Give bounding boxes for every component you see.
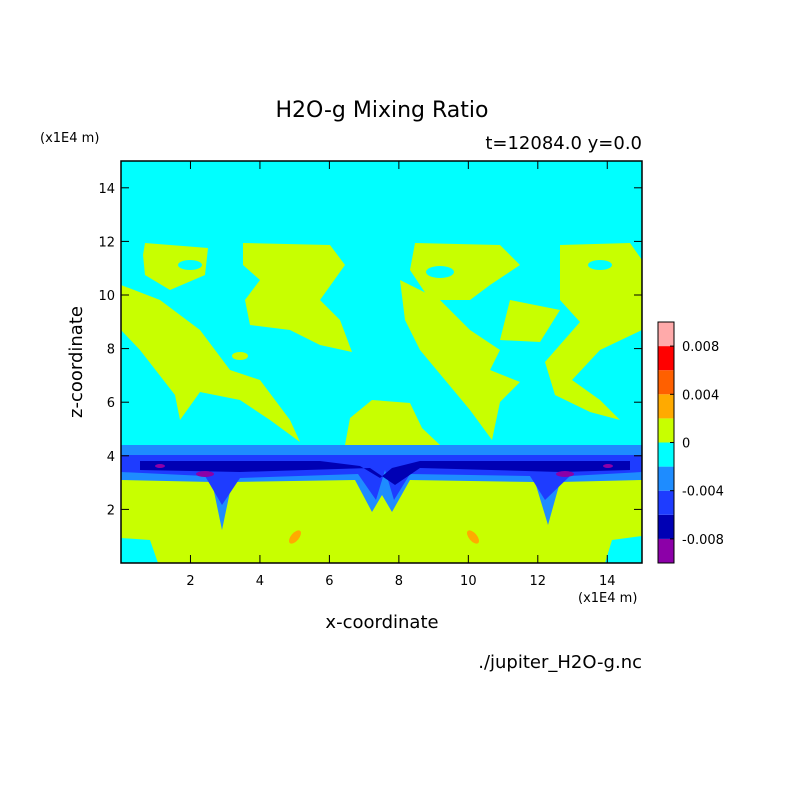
contour-region — [243, 243, 352, 352]
colorbar-tick-label: 0 — [682, 437, 690, 452]
x-axis-label: x-coordinate — [325, 612, 438, 633]
colorbar-swatch — [658, 466, 674, 491]
colorbar-swatch — [658, 442, 674, 467]
contour-region — [155, 464, 165, 468]
contour-region — [143, 243, 208, 290]
x-tick-label: 4 — [256, 574, 264, 589]
y-tick-label: 4 — [107, 450, 115, 465]
x-tick-label: 2 — [186, 574, 194, 589]
x-unit: (x1E4 m) — [578, 591, 637, 606]
colorbar-tick-label: -0.008 — [682, 533, 724, 548]
contour-region — [400, 280, 520, 440]
contour-region — [121, 538, 158, 563]
contour-region — [500, 300, 560, 342]
source-label: ./jupiter_H2O-g.nc — [478, 652, 642, 673]
contour-region — [345, 400, 440, 445]
contour-region — [467, 530, 479, 544]
colorbar-tick-label: 0.004 — [682, 388, 719, 403]
contour-region — [289, 530, 301, 544]
chart-title: H2O-g Mixing Ratio — [276, 98, 489, 123]
y-axis-label: z-coordinate — [66, 306, 87, 418]
contour-region — [588, 260, 612, 270]
colorbar-swatch — [658, 322, 674, 347]
y-unit: (x1E4 m) — [40, 131, 99, 146]
y-tick-label: 6 — [107, 396, 115, 411]
contour-region — [426, 266, 454, 278]
y-tick-label: 10 — [98, 289, 115, 304]
colorbar-swatch — [658, 346, 674, 371]
x-tick-label: 12 — [530, 574, 547, 589]
y-tick-label: 14 — [98, 182, 115, 197]
contour-region — [121, 285, 300, 442]
x-tick-label: 8 — [395, 574, 403, 589]
contour-region — [196, 471, 214, 477]
contour-region — [605, 536, 642, 563]
colorbar-swatch — [658, 370, 674, 395]
contour-region — [140, 461, 630, 485]
x-tick-label: 10 — [460, 574, 477, 589]
colorbar-swatch — [658, 394, 674, 419]
colorbar-swatch — [658, 490, 674, 515]
contour-region — [603, 464, 613, 468]
y-tick-label: 8 — [107, 343, 115, 358]
contour-region — [121, 470, 642, 563]
x-tick-label: 6 — [325, 574, 333, 589]
colorbar-swatch — [658, 514, 674, 539]
chart-subtitle: t=12084.0 y=0.0 — [485, 133, 642, 154]
contour-region — [178, 260, 202, 270]
colorbar-tick-label: 0.008 — [682, 340, 719, 355]
plot-frame — [120, 160, 643, 564]
colorbar-swatch — [658, 418, 674, 443]
y-tick-label: 12 — [98, 235, 115, 250]
x-tick-label: 14 — [599, 574, 616, 589]
colorbar-swatch — [658, 538, 674, 563]
colorbar-tick-label: -0.004 — [682, 485, 724, 500]
contour-region — [556, 471, 574, 477]
contour-region — [232, 352, 248, 360]
contour-region — [545, 243, 642, 420]
y-tick-label: 2 — [107, 503, 115, 518]
contour-region — [410, 243, 520, 300]
contour-field — [121, 161, 642, 563]
